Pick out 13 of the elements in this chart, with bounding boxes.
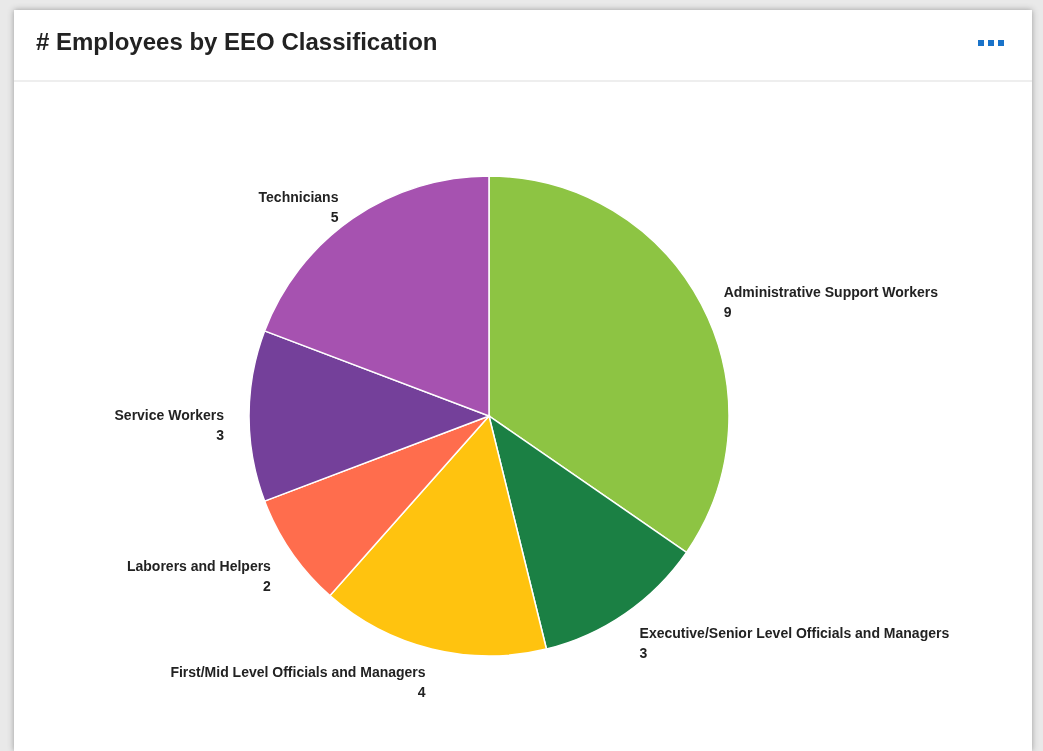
slice-label: Administrative Support Workers xyxy=(723,283,939,300)
data-label: 2 xyxy=(263,577,272,594)
data-label: 4 xyxy=(417,684,426,701)
data-label: 3 xyxy=(216,427,225,443)
slice-label: First/Mid Level Officials and Managers xyxy=(170,664,426,681)
data-label: 5 xyxy=(330,208,339,225)
data-label: 9 xyxy=(723,303,732,320)
data-label: 3 xyxy=(639,645,648,662)
slice-label: Executive/Senior Level Officials and Managers xyxy=(639,625,950,642)
slice-label: Technicians xyxy=(258,188,339,205)
chart-title: # Employees by EEO Classification xyxy=(36,28,438,56)
slice-label: Service Workers xyxy=(114,407,225,423)
slice-label: Laborers and Helpers xyxy=(126,557,272,574)
